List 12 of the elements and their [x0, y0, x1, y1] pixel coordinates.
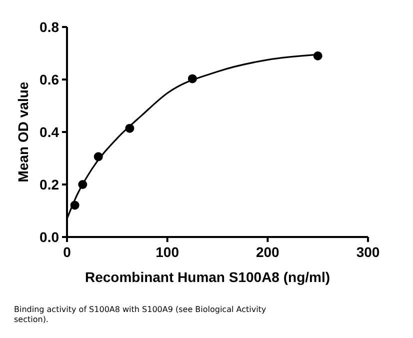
y-tick-label: 0.4: [40, 124, 60, 140]
y-tick-label: 0.8: [40, 19, 60, 35]
x-axis-title: Recombinant Human S100A8 (ng/ml): [84, 269, 330, 285]
x-tick-label: 100: [156, 244, 180, 260]
x-tick-label: 300: [356, 244, 380, 260]
x-tick-label: 200: [256, 244, 280, 260]
y-tick-label: 0.2: [40, 176, 60, 192]
y-axis-title: Mean OD value: [15, 82, 31, 182]
text: 0.0: [40, 229, 59, 245]
text: Binding activity of S100A8 with S100A9 (see Biological Activity section).: [14, 305, 268, 325]
x-tick-label: 0: [63, 244, 72, 260]
y-tick-label: 0.6: [40, 72, 60, 88]
